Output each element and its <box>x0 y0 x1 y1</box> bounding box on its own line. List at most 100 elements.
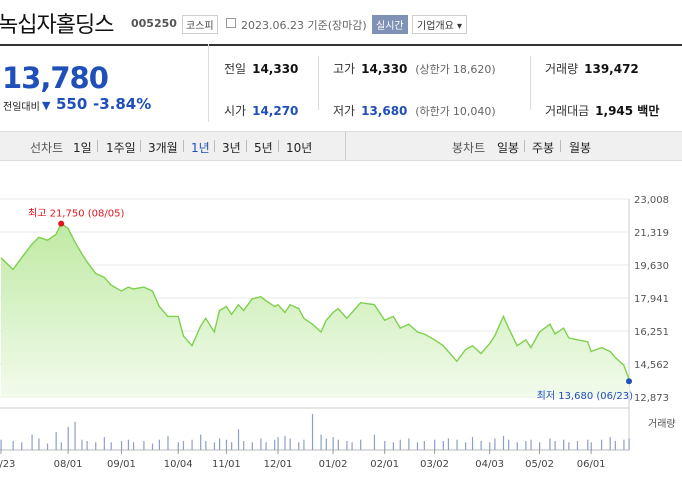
volume-bar <box>284 435 286 450</box>
line-chart-label: 선차트 <box>30 141 64 155</box>
tab-1y[interactable]: 1년 <box>191 141 210 155</box>
volume-bar <box>55 432 57 450</box>
x-tick-label: 04/03 <box>475 459 504 470</box>
realtime-button[interactable]: 실시간 <box>372 15 408 34</box>
volume-bar <box>456 439 458 450</box>
quote-high: 고가 14,330 (상한가 18,620) <box>333 62 496 76</box>
volume-bar <box>46 443 49 450</box>
volume-bar <box>408 438 410 450</box>
volume-bar <box>587 439 589 450</box>
price-line <box>0 222 630 380</box>
x-tick-label: 03/02 <box>420 459 449 470</box>
volume-bar <box>337 439 339 450</box>
volume-bar <box>191 439 193 450</box>
x-tick-label: 06/23 <box>0 459 15 470</box>
volume-bar <box>200 434 202 450</box>
tab-3m[interactable]: 3개월 <box>148 141 178 155</box>
down-arrow-icon: ▼ <box>42 99 51 112</box>
volume-bar <box>260 438 262 450</box>
x-tick-label: 02/01 <box>370 459 399 470</box>
volume-bar <box>67 426 69 450</box>
volume-bar <box>298 442 300 450</box>
volume-bar <box>151 443 154 450</box>
volume-bar <box>127 439 130 450</box>
volume-bar <box>265 442 267 450</box>
volume-bar <box>81 439 83 450</box>
volume-bar <box>434 439 436 450</box>
volume-bar <box>74 421 76 450</box>
volume-bar <box>320 434 322 450</box>
volume-bar <box>525 441 527 450</box>
volume-bar <box>167 435 169 450</box>
volume-bar <box>31 434 33 450</box>
volume-bar <box>614 441 616 450</box>
volume-bar <box>182 441 185 450</box>
low-label: 최저 13,680 (06/23) <box>537 390 633 402</box>
low-marker <box>626 378 632 385</box>
volume-bar <box>120 441 123 450</box>
volume-bar <box>12 441 14 450</box>
volume-bar <box>311 414 314 450</box>
volume-bar <box>447 438 450 450</box>
volume-bar <box>38 438 40 450</box>
volume-bar <box>332 437 334 450</box>
quote-prev: 전일 14,330 <box>224 62 299 76</box>
volume-bar <box>251 442 253 450</box>
volume-bar <box>205 441 207 450</box>
high-label: 최고 21,750 (08/05) <box>28 208 124 220</box>
tab-daily[interactable]: 일봉 <box>497 141 520 155</box>
price-area <box>1 223 629 397</box>
divider <box>530 56 531 110</box>
tab-5y[interactable]: 5년 <box>254 141 273 155</box>
volume-bar <box>508 439 510 450</box>
tab-3y[interactable]: 3년 <box>222 141 241 155</box>
volume-bar <box>103 437 105 450</box>
volume-bar <box>465 442 467 450</box>
corp-info-dropdown[interactable]: 기업개요 ▾ <box>412 15 467 34</box>
tab-10y[interactable]: 10년 <box>286 141 313 155</box>
tab-1d[interactable]: 1일 <box>73 141 92 155</box>
volume-bar <box>384 441 386 450</box>
volume-bar <box>303 439 305 450</box>
volume-bar <box>231 442 233 450</box>
volume-bar <box>219 438 221 450</box>
volume-bar <box>539 442 541 450</box>
volume-bar <box>590 442 592 450</box>
volume-bar <box>416 442 419 450</box>
volume-bar <box>0 439 2 450</box>
volume-bar <box>549 438 551 450</box>
price-box: 13,780 전일대비 ▼ 550 -3.84% <box>0 44 209 122</box>
volume-bar <box>177 442 179 450</box>
volume-bar <box>86 441 88 450</box>
company-name[interactable]: 녹십자홀딩스 <box>0 13 114 38</box>
volume-bar <box>480 441 482 450</box>
high-marker <box>58 220 65 227</box>
tab-monthly[interactable]: 월봉 <box>569 141 592 155</box>
volume-bar <box>95 442 97 450</box>
volume-bar <box>325 438 327 450</box>
tab-weekly[interactable]: 주봉 <box>532 141 555 155</box>
volume-bar <box>237 429 240 450</box>
volume-bar <box>516 442 518 450</box>
chart-tabs: 선차트 1일 1주일 3개월 1년 3년 5년 10년 봉차트 일봉 주봉 월봉 <box>0 131 682 161</box>
y-tick-label: 16,251 <box>634 327 669 338</box>
y-tick-label: 19,630 <box>634 261 669 272</box>
x-tick-label: 08/01 <box>54 459 83 470</box>
volume-bar <box>609 437 611 450</box>
x-tick-label: 11/01 <box>212 459 241 470</box>
as-of-date: 2023.06.23 기준(장마감) <box>241 19 367 32</box>
quote-volume: 거래량 139,472 <box>545 62 639 76</box>
x-tick-label: 09/01 <box>107 459 136 470</box>
volume-bar <box>274 439 276 450</box>
x-tick-label: 10/04 <box>164 459 193 470</box>
x-tick-label: 06/01 <box>577 459 606 470</box>
tab-1w[interactable]: 1주일 <box>106 141 136 155</box>
volume-bar <box>502 435 505 450</box>
y-tick-label: 21,319 <box>634 228 669 239</box>
volume-bar <box>351 442 353 450</box>
change-percent: -3.84% <box>93 95 152 113</box>
volume-bar <box>21 442 23 450</box>
volume-bar <box>600 439 603 450</box>
x-tick-label: 12/01 <box>264 459 293 470</box>
current-price: 13,780 <box>2 61 109 95</box>
